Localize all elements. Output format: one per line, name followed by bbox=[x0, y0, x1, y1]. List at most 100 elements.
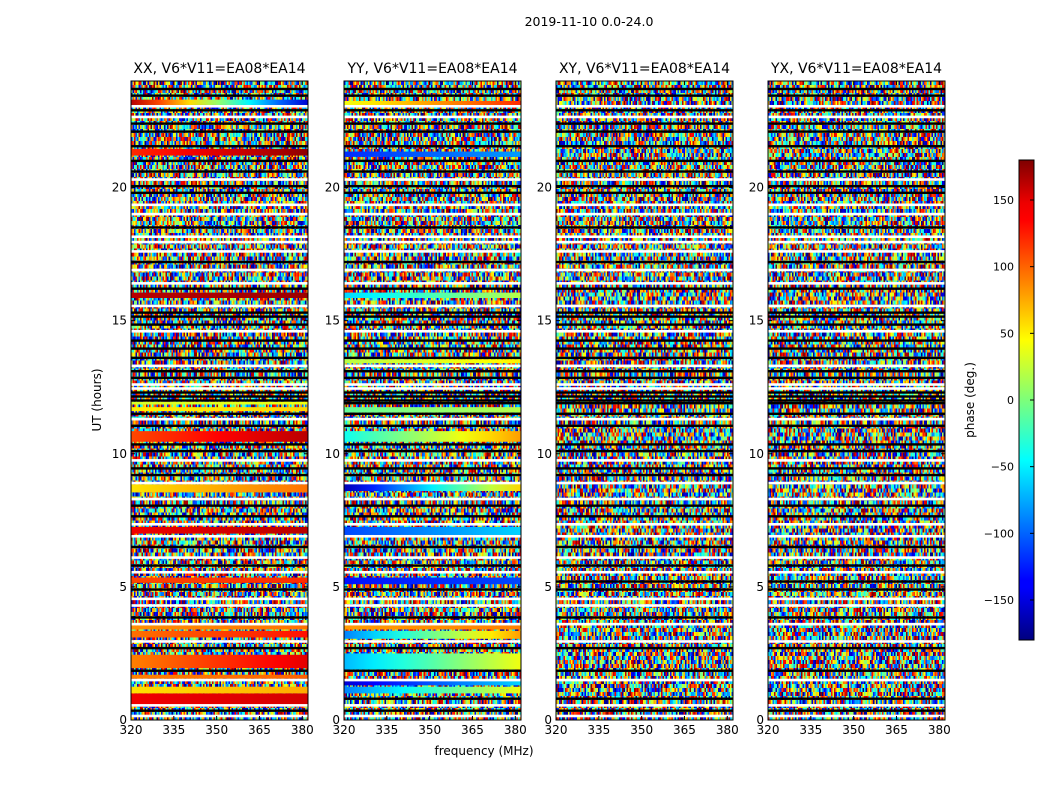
flag-row-white bbox=[344, 383, 521, 386]
flag-row-black bbox=[344, 588, 521, 591]
panel-3-frame bbox=[555, 80, 734, 721]
colorbar-tick-label: 50 bbox=[1000, 327, 1014, 340]
flag-row-white bbox=[556, 304, 733, 308]
flag-row-white bbox=[556, 178, 733, 181]
flag-row-black bbox=[556, 399, 733, 402]
flag-row-black bbox=[344, 347, 521, 350]
flag-row-white bbox=[556, 622, 733, 626]
flag-row-black bbox=[344, 191, 521, 195]
panel-2-title: YY, V6*V11=EA08*EA14 bbox=[346, 61, 517, 77]
flag-row-white bbox=[344, 268, 521, 272]
x-tick-label: 380 bbox=[716, 723, 739, 737]
flag-row-black bbox=[768, 473, 945, 477]
x-tick-label: 335 bbox=[162, 723, 185, 737]
flag-row-black bbox=[556, 287, 733, 290]
flag-row-black bbox=[344, 709, 521, 712]
panel-3-title: XY, V6*V11=EA08*EA14 bbox=[559, 61, 730, 77]
x-tick-label: 320 bbox=[757, 723, 780, 737]
flag-row-black bbox=[344, 356, 521, 360]
flag-row-white bbox=[131, 556, 308, 559]
flag-row-white bbox=[556, 212, 733, 216]
flag-row-white bbox=[344, 640, 521, 643]
flag-row-black bbox=[344, 504, 521, 507]
x-tick-label: 320 bbox=[333, 723, 356, 737]
flag-row-white bbox=[556, 387, 733, 390]
flag-row-white bbox=[344, 597, 521, 601]
flag-row-black bbox=[131, 564, 308, 567]
flag-row-white bbox=[131, 678, 308, 682]
y-tick-label: 5 bbox=[332, 580, 340, 594]
flag-row-black bbox=[556, 401, 733, 405]
flag-row-black bbox=[556, 580, 733, 583]
flag-row-white bbox=[131, 383, 308, 386]
flag-row-black bbox=[556, 376, 733, 380]
flag-row-white bbox=[131, 268, 308, 272]
colorbar-tick-label: 0 bbox=[1007, 394, 1014, 407]
flag-row-black bbox=[131, 145, 308, 148]
flag-row-white bbox=[768, 556, 945, 559]
y-tick-label: 5 bbox=[544, 580, 552, 594]
flag-row-black bbox=[131, 159, 308, 163]
flag-row-black bbox=[768, 323, 945, 326]
colorbar: 150 100 50 0 −50 −100 −150 phase (deg.) bbox=[963, 159, 1035, 641]
coherent-band bbox=[131, 401, 308, 405]
flag-row-white bbox=[131, 282, 308, 285]
flag-row-black bbox=[768, 391, 945, 394]
flag-row-black bbox=[768, 170, 945, 173]
flag-row-white bbox=[768, 534, 945, 538]
flag-row-black bbox=[131, 395, 308, 398]
colorbar-tick-label: −100 bbox=[984, 527, 1014, 540]
panels-layer: XX, V6*V11=EA08*EA14 320 335 350 365 380 0 5 10 1… bbox=[112, 61, 951, 737]
flag-row-white bbox=[768, 329, 945, 333]
flag-row-white bbox=[344, 178, 521, 181]
flag-row-white bbox=[768, 235, 945, 239]
flag-row-black bbox=[556, 467, 733, 470]
coherent-band bbox=[344, 625, 521, 630]
flag-row-black bbox=[131, 467, 308, 470]
y-tick-label: 15 bbox=[537, 314, 552, 328]
y-tick-label: 5 bbox=[119, 580, 127, 594]
flag-row-white bbox=[768, 282, 945, 285]
flag-row-white bbox=[768, 640, 945, 643]
flag-row-black bbox=[556, 709, 733, 712]
flag-row-black bbox=[344, 260, 521, 264]
flag-row-black bbox=[556, 412, 733, 416]
flag-row-black bbox=[768, 311, 945, 314]
panel-3: XY, V6*V11=EA08*EA14 320 335 350 365 380 0 5 10 1… bbox=[537, 61, 739, 737]
flag-row-black bbox=[556, 588, 733, 591]
flag-row-black bbox=[556, 130, 733, 133]
flag-row-white bbox=[768, 704, 945, 707]
flag-row-black bbox=[344, 401, 521, 405]
flag-row-white bbox=[131, 523, 308, 526]
x-tick-label: 365 bbox=[673, 723, 696, 737]
flag-row-black bbox=[556, 109, 733, 112]
flag-row-black bbox=[344, 323, 521, 326]
panel-1: XX, V6*V11=EA08*EA14 320 335 350 365 380 0 5 10 1… bbox=[112, 61, 314, 737]
flag-row-white bbox=[556, 678, 733, 682]
coherent-band bbox=[131, 526, 308, 534]
flag-row-black bbox=[768, 122, 945, 125]
coherent-band bbox=[344, 151, 521, 157]
x-tick-label: 350 bbox=[630, 723, 653, 737]
flag-row-black bbox=[344, 467, 521, 470]
flag-row-black bbox=[768, 709, 945, 712]
coherent-band bbox=[131, 686, 308, 694]
flag-row-white bbox=[344, 714, 521, 718]
y-tick-label: 0 bbox=[544, 713, 552, 727]
flag-row-black bbox=[131, 515, 308, 518]
flag-row-white bbox=[556, 417, 733, 421]
x-tick-label: 335 bbox=[799, 723, 822, 737]
flag-row-black bbox=[768, 287, 945, 290]
flag-row-black bbox=[556, 697, 733, 700]
flag-row-black bbox=[131, 94, 308, 97]
flag-row-black bbox=[768, 467, 945, 470]
flag-row-black bbox=[556, 122, 733, 125]
flag-row-black bbox=[768, 412, 945, 416]
x-axis-label: frequency (MHz) bbox=[434, 744, 533, 758]
flag-row-black bbox=[768, 401, 945, 405]
flag-row-black bbox=[344, 669, 521, 672]
flag-row-black bbox=[768, 376, 945, 380]
flag-row-white bbox=[131, 240, 308, 244]
flag-row-black bbox=[768, 191, 945, 195]
